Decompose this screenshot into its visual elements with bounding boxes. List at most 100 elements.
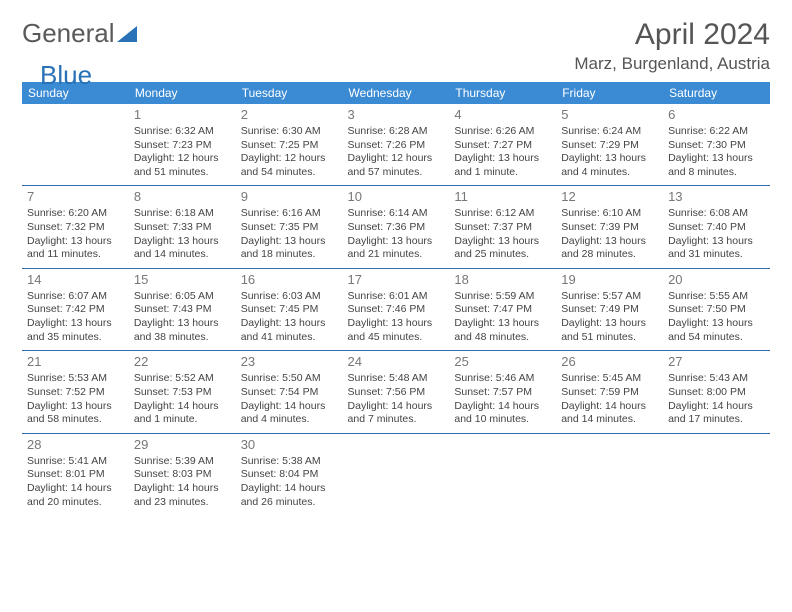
sunset-line: Sunset: 7:50 PM	[668, 303, 765, 317]
day-number: 22	[134, 354, 231, 371]
daylight-line: Daylight: 13 hours and 25 minutes.	[454, 235, 551, 262]
daylight-line: Daylight: 13 hours and 48 minutes.	[454, 317, 551, 344]
sunset-line: Sunset: 7:32 PM	[27, 221, 124, 235]
daylight-line: Daylight: 13 hours and 38 minutes.	[134, 317, 231, 344]
calendar-day-cell: 23Sunrise: 5:50 AMSunset: 7:54 PMDayligh…	[236, 351, 343, 433]
daylight-line: Daylight: 14 hours and 23 minutes.	[134, 482, 231, 509]
daylight-line: Daylight: 14 hours and 20 minutes.	[27, 482, 124, 509]
day-number: 2	[241, 107, 338, 124]
calendar-empty-cell	[556, 433, 663, 515]
calendar-week-row: 7Sunrise: 6:20 AMSunset: 7:32 PM Daylight…	[22, 186, 770, 268]
sunset-line: Sunset: 7:45 PM	[241, 303, 338, 317]
sunrise-line: Sunrise: 5:43 AM	[668, 372, 765, 386]
calendar-day-cell: 12Sunrise: 6:10 AMSunset: 7:39 PMDayligh…	[556, 186, 663, 268]
sunrise-line: Sunrise: 5:45 AM	[561, 372, 658, 386]
sunrise-line: Sunrise: 5:59 AM	[454, 290, 551, 304]
sunrise-line: Sunrise: 5:55 AM	[668, 290, 765, 304]
calendar-day-cell: 3Sunrise: 6:28 AMSunset: 7:26 PMDaylight…	[343, 104, 450, 186]
daylight-line: Daylight: 13 hours and 58 minutes.	[27, 400, 124, 427]
day-header: Tuesday	[236, 82, 343, 104]
calendar-day-cell: 14Sunrise: 6:07 AMSunset: 7:42 PMDayligh…	[22, 268, 129, 350]
logo-wedge-icon	[117, 24, 139, 44]
sunset-line: Sunset: 8:03 PM	[134, 468, 231, 482]
sunset-line: Sunset: 7:57 PM	[454, 386, 551, 400]
logo: General	[22, 18, 141, 49]
calendar-day-cell: 4Sunrise: 6:26 AMSunset: 7:27 PMDaylight…	[449, 104, 556, 186]
day-number: 10	[348, 189, 445, 206]
day-number: 17	[348, 272, 445, 289]
day-header-row: SundayMondayTuesdayWednesdayThursdayFrid…	[22, 82, 770, 104]
day-number: 6	[668, 107, 765, 124]
day-header: Thursday	[449, 82, 556, 104]
day-number: 14	[27, 272, 124, 289]
daylight-line: Daylight: 14 hours and 17 minutes.	[668, 400, 765, 427]
sunrise-line: Sunrise: 5:48 AM	[348, 372, 445, 386]
daylight-line: Daylight: 12 hours and 54 minutes.	[241, 152, 338, 179]
calendar-day-cell: 19Sunrise: 5:57 AMSunset: 7:49 PMDayligh…	[556, 268, 663, 350]
day-number: 12	[561, 189, 658, 206]
day-number: 24	[348, 354, 445, 371]
calendar-day-cell: 15Sunrise: 6:05 AMSunset: 7:43 PMDayligh…	[129, 268, 236, 350]
sunrise-line: Sunrise: 6:24 AM	[561, 125, 658, 139]
sunrise-line: Sunrise: 5:50 AM	[241, 372, 338, 386]
day-number: 26	[561, 354, 658, 371]
day-number: 21	[27, 354, 124, 371]
daylight-line: Daylight: 14 hours and 10 minutes.	[454, 400, 551, 427]
sunrise-line: Sunrise: 5:38 AM	[241, 455, 338, 469]
sunrise-line: Sunrise: 6:14 AM	[348, 207, 445, 221]
day-number: 19	[561, 272, 658, 289]
calendar-day-cell: 13Sunrise: 6:08 AMSunset: 7:40 PMDayligh…	[663, 186, 770, 268]
calendar-day-cell: 26Sunrise: 5:45 AMSunset: 7:59 PMDayligh…	[556, 351, 663, 433]
day-number: 15	[134, 272, 231, 289]
daylight-line: Daylight: 14 hours and 4 minutes.	[241, 400, 338, 427]
day-number: 20	[668, 272, 765, 289]
daylight-line: Daylight: 13 hours and 51 minutes.	[561, 317, 658, 344]
sunrise-line: Sunrise: 6:08 AM	[668, 207, 765, 221]
sunrise-line: Sunrise: 5:52 AM	[134, 372, 231, 386]
sunrise-line: Sunrise: 6:26 AM	[454, 125, 551, 139]
sunset-line: Sunset: 7:33 PM	[134, 221, 231, 235]
calendar-day-cell: 6Sunrise: 6:22 AMSunset: 7:30 PMDaylight…	[663, 104, 770, 186]
day-number: 9	[241, 189, 338, 206]
calendar-day-cell: 7Sunrise: 6:20 AMSunset: 7:32 PMDaylight…	[22, 186, 129, 268]
calendar-day-cell: 29Sunrise: 5:39 AMSunset: 8:03 PMDayligh…	[129, 433, 236, 515]
calendar-day-cell: 10Sunrise: 6:14 AMSunset: 7:36 PMDayligh…	[343, 186, 450, 268]
sunset-line: Sunset: 7:49 PM	[561, 303, 658, 317]
sunrise-line: Sunrise: 5:46 AM	[454, 372, 551, 386]
calendar-day-cell: 24Sunrise: 5:48 AMSunset: 7:56 PMDayligh…	[343, 351, 450, 433]
sunrise-line: Sunrise: 5:39 AM	[134, 455, 231, 469]
sunrise-line: Sunrise: 6:01 AM	[348, 290, 445, 304]
sunset-line: Sunset: 7:27 PM	[454, 139, 551, 153]
logo-word-2: Blue	[40, 60, 92, 91]
sunset-line: Sunset: 7:54 PM	[241, 386, 338, 400]
sunset-line: Sunset: 7:56 PM	[348, 386, 445, 400]
daylight-line: Daylight: 13 hours and 1 minute.	[454, 152, 551, 179]
calendar-day-cell: 2Sunrise: 6:30 AMSunset: 7:25 PMDaylight…	[236, 104, 343, 186]
sunrise-line: Sunrise: 6:30 AM	[241, 125, 338, 139]
daylight-line: Daylight: 14 hours and 1 minute.	[134, 400, 231, 427]
day-header: Wednesday	[343, 82, 450, 104]
daylight-line: Daylight: 13 hours and 8 minutes.	[668, 152, 765, 179]
daylight-line: Daylight: 13 hours and 41 minutes.	[241, 317, 338, 344]
sunset-line: Sunset: 7:23 PM	[134, 139, 231, 153]
sunset-line: Sunset: 7:53 PM	[134, 386, 231, 400]
calendar-week-row: 21Sunrise: 5:53 AMSunset: 7:52 PMDayligh…	[22, 351, 770, 433]
sunset-line: Sunset: 7:52 PM	[27, 386, 124, 400]
sunset-line: Sunset: 7:25 PM	[241, 139, 338, 153]
sunset-line: Sunset: 8:01 PM	[27, 468, 124, 482]
sunset-line: Sunset: 8:04 PM	[241, 468, 338, 482]
day-number: 4	[454, 107, 551, 124]
calendar-day-cell: 20Sunrise: 5:55 AMSunset: 7:50 PMDayligh…	[663, 268, 770, 350]
sunset-line: Sunset: 7:47 PM	[454, 303, 551, 317]
calendar-day-cell: 21Sunrise: 5:53 AMSunset: 7:52 PMDayligh…	[22, 351, 129, 433]
calendar-day-cell: 25Sunrise: 5:46 AMSunset: 7:57 PMDayligh…	[449, 351, 556, 433]
sunset-line: Sunset: 7:46 PM	[348, 303, 445, 317]
calendar-day-cell: 27Sunrise: 5:43 AMSunset: 8:00 PMDayligh…	[663, 351, 770, 433]
daylight-line: Daylight: 13 hours and 35 minutes.	[27, 317, 124, 344]
sunrise-line: Sunrise: 6:20 AM	[27, 207, 124, 221]
calendar-day-cell: 5Sunrise: 6:24 AMSunset: 7:29 PMDaylight…	[556, 104, 663, 186]
calendar-day-cell: 22Sunrise: 5:52 AMSunset: 7:53 PMDayligh…	[129, 351, 236, 433]
day-header: Saturday	[663, 82, 770, 104]
title-block: April 2024 Marz, Burgenland, Austria	[574, 18, 770, 74]
day-number: 7	[27, 189, 124, 206]
